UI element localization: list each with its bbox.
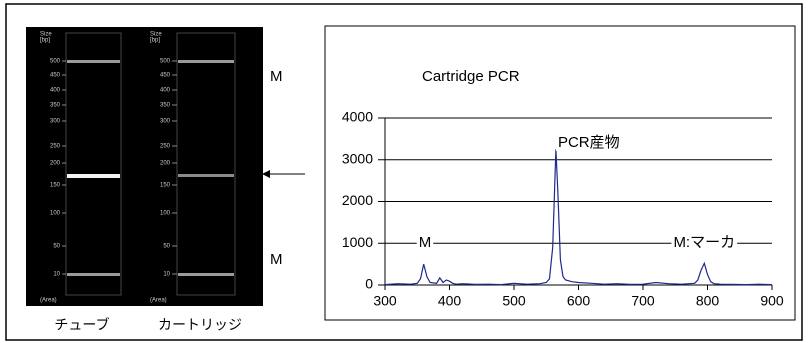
gel-ladder-label: 250 <box>50 144 61 150</box>
gel-ladder-label: 400 <box>50 88 61 94</box>
gel-ladder-label: 100 <box>160 211 171 217</box>
gel-band <box>67 60 120 63</box>
marker-label: M <box>270 68 283 85</box>
gel-area-label: (Area) <box>150 298 167 304</box>
gel-ladder-label: 300 <box>50 119 61 125</box>
gel-ladder-label: 450 <box>160 73 171 79</box>
chart-title: Cartridge PCR <box>422 68 520 85</box>
y-tick-label: 1000 <box>342 234 373 250</box>
gel-ladder-label: 50 <box>53 244 60 250</box>
x-tick-label: 500 <box>502 293 526 309</box>
gel-ladder-label: 150 <box>160 183 171 189</box>
gel-band <box>178 60 234 63</box>
x-tick-label: 900 <box>760 293 784 309</box>
annotation: M:マーカ <box>673 234 735 251</box>
gel-ladder-label: 50 <box>163 244 170 250</box>
gel-ladder-label: 450 <box>50 73 61 79</box>
y-tick-label: 2000 <box>342 192 373 208</box>
y-tick-label: 0 <box>365 276 373 292</box>
gel-band <box>178 174 234 177</box>
lane-label: チューブ <box>54 317 109 333</box>
y-tick-label: 4000 <box>342 109 373 125</box>
gel-ladder-label: 200 <box>160 161 171 167</box>
y-tick-label: 3000 <box>342 150 373 166</box>
gel-ladder-label: 350 <box>50 103 61 109</box>
gel-area-label: (Area) <box>40 298 57 304</box>
gel-image <box>26 27 263 306</box>
gel-ladder-label: 500 <box>50 59 61 65</box>
gel-ladder-label: 350 <box>160 103 171 109</box>
chart-frame <box>325 26 795 320</box>
gel-ladder-label: 200 <box>50 161 61 167</box>
lane-label: カートリッジ <box>158 317 242 333</box>
x-tick-label: 700 <box>631 293 655 309</box>
x-tick-label: 400 <box>438 293 462 309</box>
x-tick-label: 300 <box>373 293 397 309</box>
gel-size-label: [bp] <box>150 38 160 44</box>
gel-ladder-label: 150 <box>50 183 61 189</box>
gel-ladder-label: 10 <box>163 272 170 278</box>
gel-ladder-label: 500 <box>160 59 171 65</box>
gel-ladder-label: 300 <box>160 119 171 125</box>
gel-ladder-label: 100 <box>50 211 61 217</box>
gel-band <box>67 273 120 276</box>
gel-band <box>178 273 234 276</box>
gel-ladder-label: 400 <box>160 88 171 94</box>
x-tick-label: 600 <box>567 293 591 309</box>
gel-ladder-label: 250 <box>160 144 171 150</box>
gel-ladder-label: 10 <box>53 272 60 278</box>
x-tick-label: 800 <box>696 293 720 309</box>
annotation: M <box>419 234 432 251</box>
annotation: PCR産物 <box>558 134 620 151</box>
figure: Cartridge PCR Size[bp](Area)500450400350… <box>0 0 808 343</box>
gel-band <box>67 174 120 178</box>
gel-size-label: [bp] <box>40 38 50 44</box>
marker-label: M <box>270 251 283 268</box>
